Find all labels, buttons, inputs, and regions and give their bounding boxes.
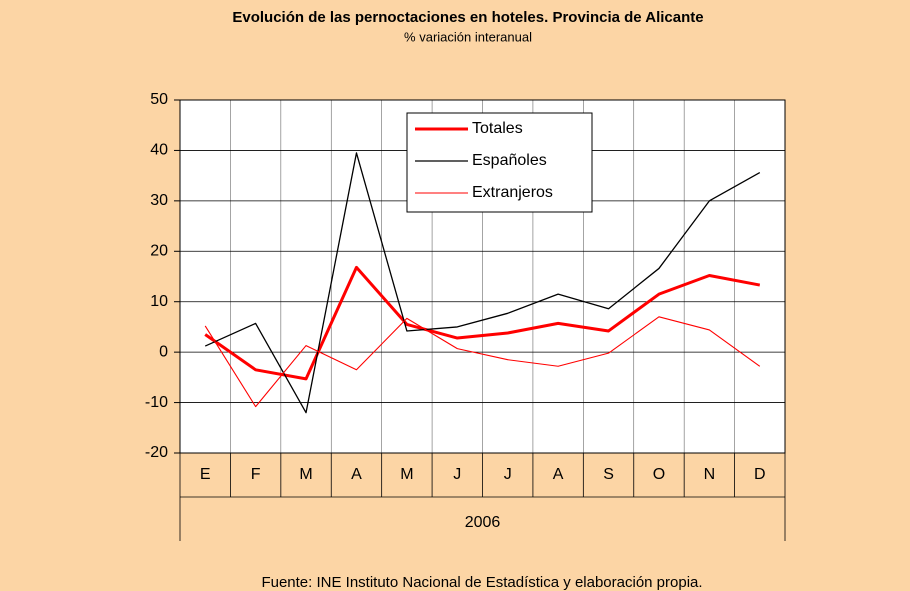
series-line bbox=[204, 152, 761, 414]
y-tick-label: 20 bbox=[150, 243, 168, 260]
source-note: Fuente: INE Instituto Nacional de Estadí… bbox=[261, 574, 702, 591]
x-tick-label: O bbox=[653, 466, 665, 483]
x-tick-label: A bbox=[351, 466, 362, 483]
chart-subtitle: % variación interanual bbox=[404, 29, 532, 44]
x-tick-label: A bbox=[553, 466, 564, 483]
x-tick-label: M bbox=[299, 466, 312, 483]
x-tick-label: S bbox=[603, 466, 614, 483]
legend-label: Totales bbox=[472, 120, 523, 137]
x-tick-label: N bbox=[704, 466, 716, 483]
y-tick-label: 10 bbox=[150, 293, 168, 310]
x-tick-label: J bbox=[504, 466, 512, 483]
y-tick-label: 30 bbox=[150, 192, 168, 209]
x-tick-label: M bbox=[400, 466, 413, 483]
x-tick-label: J bbox=[453, 466, 461, 483]
x-tick-label: F bbox=[251, 466, 261, 483]
series-line bbox=[204, 316, 761, 408]
x-tick-label: E bbox=[200, 466, 211, 483]
series-line bbox=[204, 265, 761, 381]
y-tick-label: -20 bbox=[145, 444, 168, 461]
y-tick-label: -10 bbox=[145, 394, 168, 411]
y-tick-label: 0 bbox=[159, 343, 168, 360]
chart-title: Evolución de las pernoctaciones en hotel… bbox=[232, 9, 703, 26]
legend-label: Españoles bbox=[472, 152, 547, 169]
x-tick-label: D bbox=[754, 466, 766, 483]
x-group-label: 2006 bbox=[465, 514, 501, 531]
y-tick-label: 40 bbox=[150, 142, 168, 159]
plot-border bbox=[179, 99, 786, 454]
legend-label: Extranjeros bbox=[472, 184, 553, 201]
y-tick-label: 50 bbox=[150, 91, 168, 108]
